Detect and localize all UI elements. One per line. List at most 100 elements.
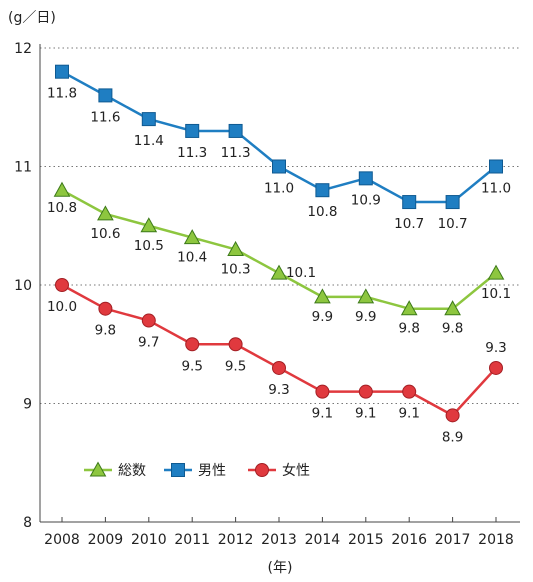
data-point-square xyxy=(445,195,460,210)
data-point-circle xyxy=(358,384,373,399)
data-point-triangle xyxy=(53,181,71,197)
data-point-circle xyxy=(55,278,69,292)
series-total: 10.8 10.6 10.5 10.4 10.3 10.1 9.9 9.9 9.8 9.8 10.1 xyxy=(47,181,511,337)
data-label: 9.8 xyxy=(95,323,116,339)
legend-label: 総数 xyxy=(118,463,146,479)
data-point-triangle xyxy=(314,288,331,304)
data-point-square xyxy=(98,88,113,103)
data-point-triangle xyxy=(487,264,505,280)
x-tick-label: 2015 xyxy=(348,532,384,548)
data-label: 11.8 xyxy=(47,86,77,102)
data-point-square xyxy=(185,123,200,138)
data-label: 10.9 xyxy=(351,192,381,208)
data-point-triangle xyxy=(89,461,107,477)
y-axis-unit-label: (g／日) xyxy=(8,10,56,26)
x-tick-label: 2010 xyxy=(131,532,167,548)
data-label: 10.1 xyxy=(286,265,316,281)
data-label: 11.6 xyxy=(90,109,120,125)
data-label: 10.6 xyxy=(90,226,120,242)
x-tick-label: 2012 xyxy=(218,532,254,548)
data-label: 9.7 xyxy=(138,335,159,351)
y-tick-label: 12 xyxy=(14,41,32,57)
data-point-circle xyxy=(185,337,200,352)
data-label: 9.1 xyxy=(312,406,333,422)
x-tick-label: 2014 xyxy=(305,532,341,548)
data-point-triangle xyxy=(357,288,375,304)
data-point-triangle xyxy=(227,240,244,256)
legend-item: 総数 xyxy=(84,461,146,479)
data-label: 8.9 xyxy=(442,429,463,445)
series-line xyxy=(61,189,497,310)
x-tick-label: 2013 xyxy=(261,532,297,548)
axes: 8 9 10 11 12 2008 2009 2010 2011 2012 2013 2014 2015… xyxy=(14,41,520,548)
data-label: 9.8 xyxy=(398,321,419,337)
data-label: 9.1 xyxy=(355,406,376,422)
data-label: 9.9 xyxy=(312,309,333,325)
data-point-circle xyxy=(402,384,417,399)
data-point-square xyxy=(141,112,156,127)
data-label: 10.8 xyxy=(307,204,337,220)
data-point-square xyxy=(489,159,503,174)
data-point-triangle xyxy=(97,205,114,221)
data-label: 9.3 xyxy=(485,340,506,356)
legend-item: 男性 xyxy=(164,463,226,479)
data-label: 9.9 xyxy=(355,309,376,325)
series-female: 10.0 9.8 9.7 9.5 9.5 9.3 9.1 9.1 9.1 8.9 9.3 xyxy=(47,278,507,445)
data-label: 10.4 xyxy=(177,250,207,266)
data-point-triangle xyxy=(400,300,418,316)
data-label: 11.3 xyxy=(177,145,207,161)
data-label: 9.5 xyxy=(225,358,246,374)
data-label: 9.8 xyxy=(442,321,463,337)
data-point-square xyxy=(358,171,373,186)
data-point-triangle xyxy=(444,300,461,316)
legend-label: 女性 xyxy=(282,462,310,479)
series-male: 11.8 11.6 11.4 11.3 11.3 11.0 10.8 10.9 10.7 10.7… xyxy=(47,64,511,232)
data-label: 11.4 xyxy=(134,133,164,149)
legend-item: 女性 xyxy=(248,462,310,479)
x-tick-label: 2016 xyxy=(391,532,427,548)
x-tick-label: 2009 xyxy=(88,532,124,548)
data-label: 9.3 xyxy=(268,382,289,398)
data-label: 10.1 xyxy=(481,286,511,302)
data-label: 11.3 xyxy=(221,145,251,161)
data-label: 10.0 xyxy=(47,299,77,315)
x-tick-label: 2018 xyxy=(478,532,514,548)
data-label: 10.8 xyxy=(47,200,77,216)
data-point-circle xyxy=(315,384,330,399)
data-label: 10.5 xyxy=(134,238,164,254)
data-point-triangle xyxy=(270,264,288,280)
data-point-triangle xyxy=(140,217,158,233)
data-point-square xyxy=(228,123,243,138)
y-tick-label: 8 xyxy=(23,515,32,531)
data-label: 9.5 xyxy=(181,358,202,374)
data-label: 9.1 xyxy=(398,406,419,422)
data-label: 10.3 xyxy=(221,261,251,277)
data-label: 11.0 xyxy=(264,181,294,197)
data-label: 10.7 xyxy=(394,216,424,232)
data-label: 10.7 xyxy=(438,216,468,232)
data-point-circle xyxy=(255,463,269,477)
data-point-square xyxy=(55,64,69,79)
data-point-square xyxy=(402,195,417,210)
x-tick-label: 2017 xyxy=(435,532,471,548)
data-point-circle xyxy=(489,360,503,375)
data-point-circle xyxy=(272,360,286,375)
x-tick-label: 2011 xyxy=(174,532,210,548)
legend: 総数 男性 女性 xyxy=(84,461,310,479)
data-point-circle xyxy=(228,337,243,352)
data-point-square xyxy=(315,183,330,198)
data-point-square xyxy=(272,159,286,174)
data-point-triangle xyxy=(183,229,201,245)
x-axis-unit-label: (年) xyxy=(268,560,293,576)
data-point-circle xyxy=(141,313,156,328)
data-point-square xyxy=(171,463,185,477)
data-label: 11.0 xyxy=(481,181,511,197)
series-layer: 10.8 10.6 10.5 10.4 10.3 10.1 9.9 9.9 9.8 9.8 10.1… xyxy=(47,64,511,445)
data-point-circle xyxy=(445,408,460,423)
y-tick-label: 11 xyxy=(14,160,32,176)
legend-label: 男性 xyxy=(198,463,226,479)
y-tick-label: 9 xyxy=(23,397,32,413)
y-tick-label: 10 xyxy=(14,278,32,294)
